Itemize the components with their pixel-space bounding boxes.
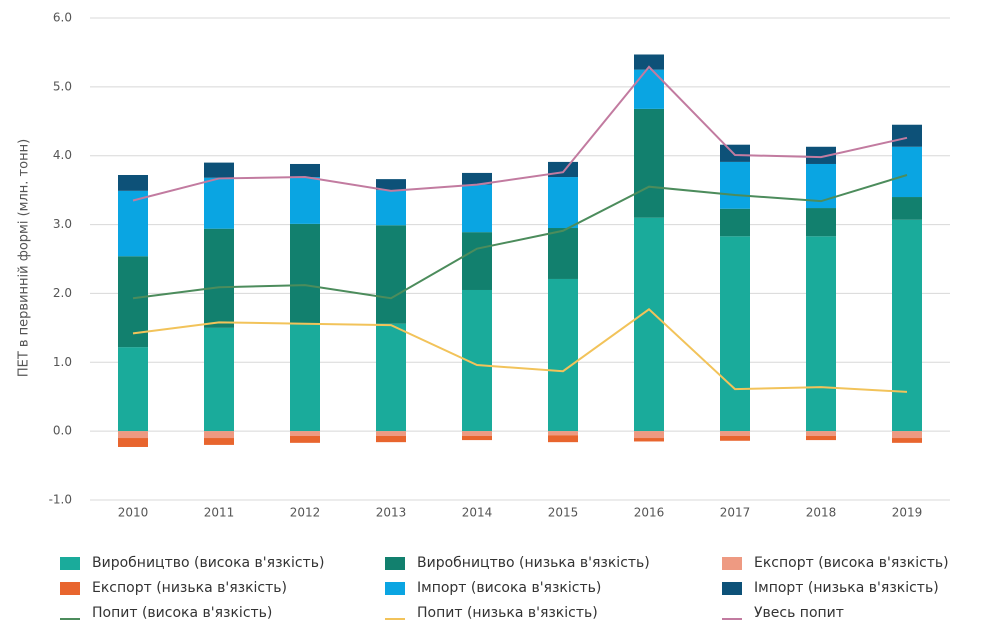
bar-segment (204, 438, 234, 445)
bar-segment (204, 162, 234, 178)
x-tick-label: 2013 (376, 506, 407, 520)
bar-segment (806, 208, 836, 237)
y-tick-label: 0.0 (53, 424, 72, 438)
bar-segment (376, 435, 406, 443)
bar-segment (806, 146, 836, 164)
x-tick-label: 2015 (548, 506, 579, 520)
bar-segment (720, 161, 750, 209)
bar-segment (720, 431, 750, 436)
bar-segment (118, 256, 148, 348)
bar-segment (290, 431, 320, 436)
bar-segment (462, 184, 492, 233)
line (132, 307, 908, 393)
y-tick-label: 2.0 (53, 286, 72, 300)
bar-segment (290, 163, 320, 178)
bar-segment (204, 431, 234, 439)
line (132, 65, 908, 202)
y-tick-label: 3.0 (53, 217, 72, 231)
legend-swatch (385, 582, 405, 595)
legend-label: Експорт (висока в'язкість) (754, 555, 949, 571)
legend-label: Експорт (низька в'язкість) (92, 580, 287, 596)
bar-segment (634, 431, 664, 439)
bar-segment (892, 124, 922, 147)
bar-segment (290, 177, 320, 224)
bar-segment (720, 208, 750, 237)
bar-segment (204, 177, 234, 229)
bar-segment (806, 236, 836, 432)
bar-segment (806, 431, 836, 436)
bar-segment (290, 435, 320, 443)
legend-swatch (60, 557, 80, 570)
legend-label: Виробництво (низька в'язкість) (417, 555, 650, 571)
bar-segment (634, 69, 664, 109)
legend-label: Виробництво (висока в'язкість) (92, 555, 324, 571)
x-tick-label: 2016 (634, 506, 665, 520)
bar-segment (376, 179, 406, 191)
x-tick-label: 2011 (204, 506, 235, 520)
bar-segment (290, 323, 320, 432)
bar-segment (548, 431, 578, 436)
legend-label: Увесь попит (754, 605, 844, 621)
legend-label: Попит (висока в'язкість) (92, 605, 272, 621)
bar-segment (462, 172, 492, 185)
bar-segment (462, 431, 492, 436)
y-tick-label: 5.0 (53, 79, 72, 93)
x-tick-label: 2018 (806, 506, 837, 520)
legend-label: Імпорт (низька в'язкість) (754, 580, 939, 596)
legend-swatch (385, 557, 405, 570)
bar-segment (806, 435, 836, 441)
x-tick-label: 2019 (892, 506, 923, 520)
bar-segment (376, 431, 406, 436)
legend-swatch (722, 557, 742, 570)
y-tick-label: 4.0 (53, 148, 72, 162)
y-tick-label: -1.0 (49, 493, 72, 507)
bar-segment (892, 219, 922, 432)
bar-segment (892, 431, 922, 439)
x-tick-label: 2010 (118, 506, 149, 520)
legend-label: Імпорт (висока в'язкість) (417, 580, 601, 596)
bar-segment (462, 232, 492, 290)
bar-segment (892, 197, 922, 220)
bar-segment (290, 223, 320, 324)
bar-segment (634, 438, 664, 442)
bar-segment (634, 108, 664, 218)
bar-segment (892, 438, 922, 443)
bar-segment (118, 190, 148, 257)
x-tick-label: 2014 (462, 506, 493, 520)
bar-segment (634, 54, 664, 70)
bar-segment (720, 236, 750, 432)
bar-segment (376, 225, 406, 324)
legend-swatch (60, 582, 80, 595)
bar-segment (548, 228, 578, 279)
bar-segment (118, 347, 148, 432)
y-tick-label: 1.0 (53, 355, 72, 369)
bar-segment (548, 161, 578, 178)
bar-segment (204, 327, 234, 432)
bar-segment (720, 144, 750, 162)
y-tick-label: 6.0 (53, 11, 72, 25)
legend-swatch (722, 582, 742, 595)
bar-segment (462, 435, 492, 441)
line (132, 174, 908, 300)
bar-segment (118, 431, 148, 439)
bar-segment (376, 323, 406, 432)
y-axis-label: ПЕТ в первинній формі (млн. тонн) (17, 139, 32, 377)
bar-segment (892, 146, 922, 198)
bar-segment (118, 438, 148, 447)
bar-segment (720, 435, 750, 441)
bar-segment (118, 174, 148, 191)
bar-segment (376, 190, 406, 226)
bar-segment (548, 278, 578, 432)
bar-segment (204, 228, 234, 328)
bar-segment (634, 217, 664, 432)
legend-label: Попит (низька в'язкість) (417, 605, 598, 621)
bar-segment (548, 435, 578, 443)
x-tick-label: 2012 (290, 506, 321, 520)
x-tick-label: 2017 (720, 506, 751, 520)
bar-segment (548, 177, 578, 229)
